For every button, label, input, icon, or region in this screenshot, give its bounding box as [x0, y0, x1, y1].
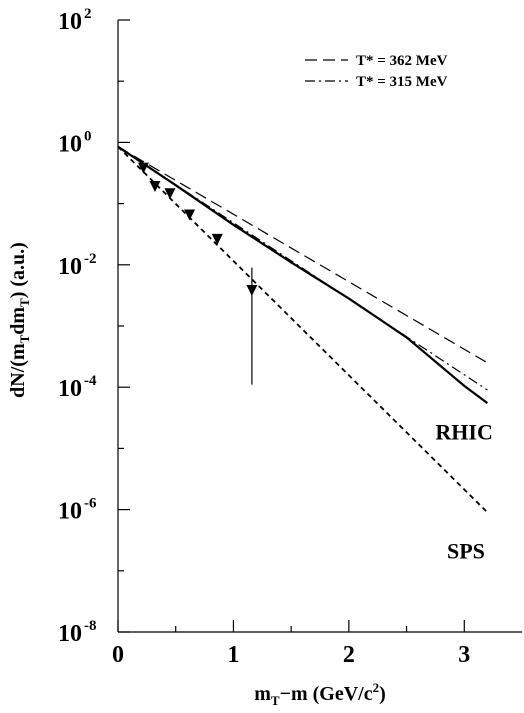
legend-label: T* = 315 MeV — [356, 74, 448, 90]
data-point — [184, 209, 196, 221]
y-tick-label: 10 -6 — [58, 496, 97, 525]
data-point — [246, 285, 258, 297]
y-tick-label: 10 -8 — [58, 618, 97, 647]
y-axis-title: dN/(mTdmT) (a.u.) — [7, 242, 32, 398]
x-tick-label: 0 — [112, 642, 124, 668]
data-point — [164, 188, 176, 200]
legend-label: T* = 362 MeV — [356, 53, 448, 69]
curve-label-rhic: RHIC — [435, 419, 492, 444]
x-axis-title: mT−m (GeV/c2) — [254, 680, 386, 708]
series-line-solid — [117, 145, 489, 404]
y-tick-label: 10 2 — [58, 6, 92, 35]
x-tick-label: 3 — [458, 642, 470, 668]
series-line-short-dashed — [117, 146, 489, 514]
x-tick-label: 2 — [343, 642, 355, 668]
data-point — [149, 181, 161, 193]
series-line-dashed — [117, 146, 488, 364]
data-point — [137, 162, 149, 174]
x-tick-label: 1 — [227, 642, 239, 668]
data-point — [211, 233, 223, 245]
y-tick-label: 10 0 — [58, 128, 92, 157]
curve-label-sps: SPS — [447, 538, 485, 563]
y-tick-label: 10 -2 — [58, 251, 97, 280]
y-tick-label: 10 -4 — [58, 373, 97, 402]
